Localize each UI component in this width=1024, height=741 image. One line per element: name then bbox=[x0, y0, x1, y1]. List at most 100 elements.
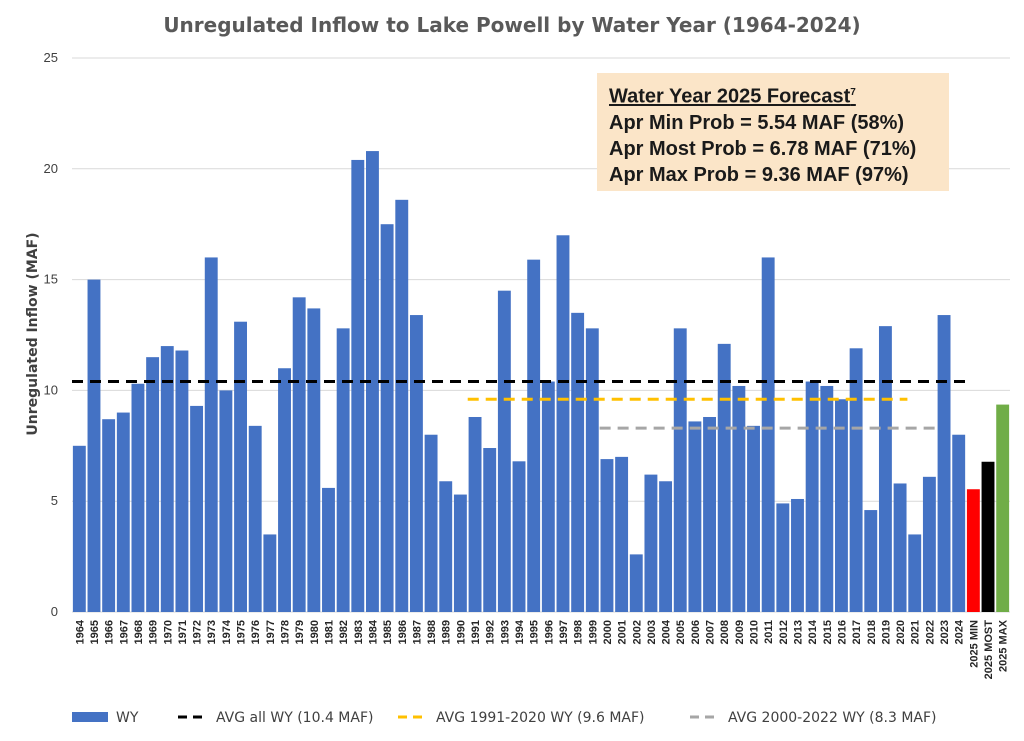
bar bbox=[629, 554, 643, 612]
bar bbox=[72, 445, 86, 612]
forecast-line-most: Apr Most Prob = 6.78 MAF (71%) bbox=[609, 137, 917, 160]
bar bbox=[87, 279, 101, 612]
x-tick-label: 1985 bbox=[382, 620, 394, 644]
legend-label-ref: AVG 1991-2020 WY (9.6 MAF) bbox=[436, 710, 645, 726]
legend-label-ref: AVG all WY (10.4 MAF) bbox=[216, 710, 373, 726]
x-tick-label: 1979 bbox=[294, 620, 306, 644]
bar bbox=[659, 481, 673, 612]
bar bbox=[292, 297, 306, 612]
x-tick-label: 1980 bbox=[309, 620, 321, 644]
x-tick-label: 1996 bbox=[543, 620, 555, 644]
y-tick-label: 0 bbox=[51, 604, 58, 619]
bar bbox=[893, 483, 907, 612]
bar bbox=[761, 257, 775, 612]
legend-swatch-wy bbox=[72, 712, 108, 722]
bar bbox=[351, 159, 365, 612]
legend-label-wy: WY bbox=[116, 710, 139, 726]
x-tick-label: 1992 bbox=[485, 620, 497, 644]
bar bbox=[732, 385, 746, 612]
x-tick-label: 2025 MIN bbox=[968, 620, 980, 668]
bar bbox=[688, 421, 702, 612]
bar bbox=[966, 489, 980, 612]
x-tick-label: 1981 bbox=[323, 620, 335, 644]
bar bbox=[395, 199, 409, 612]
bar bbox=[380, 224, 394, 612]
x-tick-label: 2000 bbox=[602, 620, 614, 644]
legend-label-ref: AVG 2000-2022 WY (8.3 MAF) bbox=[728, 710, 937, 726]
x-tick-label: 2002 bbox=[631, 620, 643, 644]
bar bbox=[585, 328, 599, 612]
bar bbox=[673, 328, 687, 612]
x-tick-label: 1970 bbox=[162, 620, 174, 644]
x-tick-label: 1995 bbox=[529, 620, 541, 644]
x-tick-label: 2015 bbox=[822, 620, 834, 644]
bar bbox=[497, 290, 511, 612]
bar bbox=[409, 315, 423, 612]
x-tick-label: 2025 MAX bbox=[998, 619, 1010, 672]
x-tick-label: 1982 bbox=[338, 620, 350, 644]
forecast-box: Water Year 2025 Forecast7 Apr Min Prob =… bbox=[597, 73, 949, 191]
x-tick-label: 2016 bbox=[836, 620, 848, 644]
bar bbox=[175, 350, 189, 612]
x-tick-label: 1984 bbox=[367, 619, 379, 644]
x-tick-label: 1987 bbox=[411, 620, 423, 644]
bar bbox=[160, 346, 174, 612]
bar bbox=[483, 448, 497, 612]
x-tick-label: 2018 bbox=[866, 620, 878, 644]
x-tick-label: 1978 bbox=[280, 620, 292, 644]
bar bbox=[922, 476, 936, 612]
bar bbox=[747, 425, 760, 612]
x-tick-label: 1966 bbox=[104, 620, 116, 644]
chart-title: Unregulated Inflow to Lake Powell by Wat… bbox=[163, 13, 860, 37]
forecast-footnote: 7 bbox=[850, 87, 856, 98]
bar bbox=[307, 308, 321, 612]
forecast-line-max: Apr Max Prob = 9.36 MAF (97%) bbox=[609, 163, 909, 186]
forecast-title: Water Year 2025 Forecast7 bbox=[609, 80, 937, 110]
x-tick-label: 2019 bbox=[880, 620, 892, 644]
bar bbox=[952, 434, 966, 612]
x-tick-label: 2003 bbox=[646, 620, 658, 644]
bar bbox=[263, 534, 277, 612]
bar bbox=[805, 381, 819, 612]
x-tick-label: 2022 bbox=[924, 620, 936, 644]
bar bbox=[102, 419, 116, 612]
bar bbox=[234, 321, 247, 612]
bar bbox=[717, 343, 731, 612]
y-tick-label: 5 bbox=[51, 493, 58, 508]
x-tick-label: 2021 bbox=[910, 620, 922, 644]
bar bbox=[820, 385, 834, 612]
bar bbox=[366, 151, 379, 612]
bar bbox=[835, 399, 848, 612]
bar bbox=[248, 425, 262, 612]
reference-lines bbox=[72, 380, 967, 430]
bar bbox=[864, 510, 878, 612]
bar bbox=[981, 461, 995, 612]
bar bbox=[878, 326, 892, 612]
bars bbox=[72, 151, 1010, 612]
x-tick-label: 1999 bbox=[587, 620, 599, 644]
bar bbox=[541, 381, 555, 612]
legend: WY AVG all WY (10.4 MAF) AVG 1991-2020 WY … bbox=[72, 710, 937, 726]
x-tick-label: 2004 bbox=[661, 619, 673, 644]
y-tick-label: 25 bbox=[44, 50, 58, 65]
x-tick-label: 1971 bbox=[177, 620, 189, 644]
bar bbox=[468, 416, 482, 612]
forecast-line-min: Apr Min Prob = 5.54 MAF (58%) bbox=[609, 111, 905, 134]
bar bbox=[908, 534, 922, 612]
x-tick-label: 2008 bbox=[719, 620, 731, 644]
bar bbox=[512, 461, 526, 612]
x-tick-label: 2013 bbox=[792, 620, 804, 644]
x-tick-label: 1994 bbox=[514, 619, 526, 644]
x-tick-label: 1983 bbox=[353, 620, 365, 644]
x-tick-label: 1965 bbox=[89, 620, 101, 644]
bar bbox=[776, 503, 790, 612]
x-axis-ticks: 1964 1965 1966 1967 1968 1969 1970 1971 1972 1973… bbox=[74, 619, 1009, 679]
bar bbox=[527, 259, 541, 612]
x-tick-label: 1986 bbox=[397, 620, 409, 644]
x-tick-label: 1972 bbox=[192, 620, 204, 644]
x-tick-label: 1976 bbox=[250, 620, 262, 644]
x-tick-label: 1964 bbox=[74, 619, 86, 644]
x-tick-label: 1973 bbox=[206, 620, 218, 644]
x-tick-label: 1991 bbox=[470, 620, 482, 644]
